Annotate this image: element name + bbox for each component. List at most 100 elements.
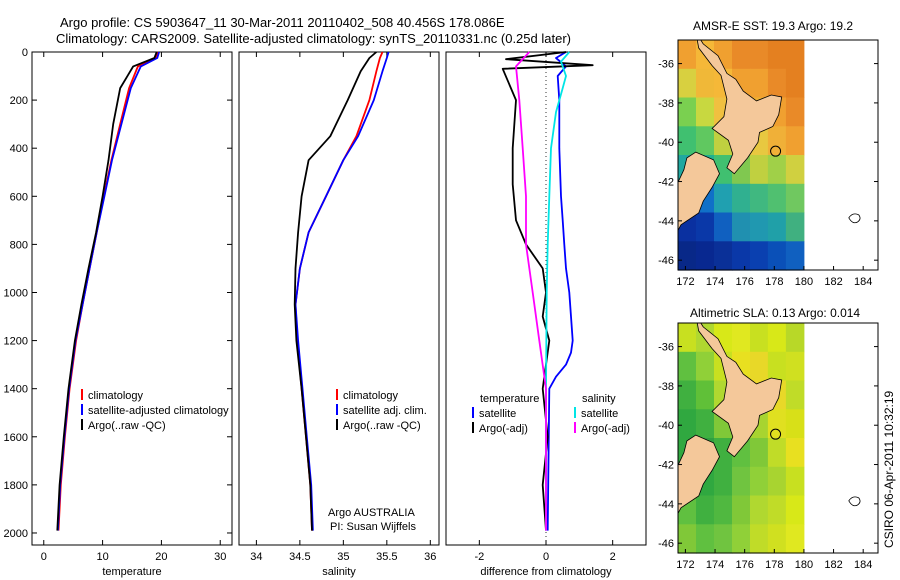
- map-frame: [677, 39, 879, 271]
- x-tick-label: 34.5: [289, 551, 310, 563]
- y-tick-label: 200: [10, 95, 28, 107]
- map-x-tick-label: 172: [676, 559, 694, 571]
- map-cell: [767, 126, 787, 156]
- map-cell: [767, 323, 787, 353]
- map-cell: [750, 495, 769, 525]
- map-cell: [732, 323, 751, 353]
- map-x-tick-label: 176: [735, 559, 753, 571]
- chatham-islands: [848, 213, 861, 224]
- series-line-3: [545, 51, 570, 531]
- map-cell: [714, 438, 733, 468]
- map-cell: [750, 183, 769, 214]
- map-x-tick-label: 178: [765, 559, 783, 571]
- x-tick-label: 10: [96, 551, 108, 563]
- argo-credit-1: Argo AUSTRALIA: [328, 507, 415, 519]
- south-island: [678, 434, 720, 515]
- series-line-1: [546, 51, 574, 531]
- profile-panel-3: -2 0 2 difference from climatology temperatu…: [445, 51, 647, 578]
- map-cell: [678, 409, 697, 439]
- map-x-tick-label: 174: [706, 276, 724, 288]
- map-cell: [678, 380, 697, 410]
- panel-frame: [31, 51, 233, 546]
- map-cell: [678, 323, 697, 353]
- x-tick-label: 0: [543, 551, 549, 563]
- map-cell: [785, 183, 805, 214]
- map-cell: [678, 241, 697, 271]
- map-cell: [714, 212, 733, 242]
- y-tick-label: 1200: [4, 336, 28, 348]
- map-cell: [714, 155, 733, 185]
- legend-label: climatology: [88, 390, 144, 402]
- series-line-2: [294, 51, 390, 531]
- map-cell: [732, 183, 751, 214]
- map-panel-2: 172 174 176 178 180 182 184 -36 -38 -40 -42 -44 -46: [658, 322, 879, 571]
- y-tick-label: 1400: [4, 384, 28, 396]
- map-cell: [785, 241, 805, 271]
- map-cell: [714, 524, 733, 554]
- map-cell: [785, 409, 805, 439]
- map-cell: [785, 438, 805, 468]
- map-y-tick-label: -40: [658, 420, 674, 432]
- map-cell: [714, 495, 733, 525]
- panel-frame: [238, 51, 440, 546]
- y-tick-label: 0: [22, 47, 28, 59]
- argo-credit-2: PI: Susan Wijffels: [330, 521, 416, 533]
- x-tick-label: 30: [214, 551, 226, 563]
- legend-label: Argo(..raw -QC): [88, 420, 166, 432]
- map-cell: [750, 323, 769, 353]
- legend-label: satellite: [581, 408, 618, 420]
- map-cell: [785, 466, 805, 497]
- title-line-2: Climatology: CARS2009. Satellite-adjuste…: [56, 31, 571, 46]
- x-tick-label: 2: [610, 551, 616, 563]
- map-y-tick-label: -44: [658, 499, 674, 511]
- map-cell: [750, 68, 769, 99]
- map-cell: [678, 126, 697, 156]
- map-cell: [785, 97, 805, 127]
- map-x-tick-label: 176: [735, 276, 753, 288]
- map-cell: [714, 466, 733, 497]
- y-tick-label: 400: [10, 143, 28, 155]
- legend-label: satellite-adjusted climatology: [88, 405, 229, 417]
- y-tick-label: 1000: [4, 287, 28, 299]
- map-cell: [732, 524, 751, 554]
- map-cell: [732, 466, 751, 497]
- map-cell: [767, 40, 787, 70]
- south-island: [678, 151, 720, 232]
- x-axis-label: difference from climatology: [480, 566, 612, 578]
- map-cell: [678, 40, 697, 70]
- map-cell: [767, 495, 787, 525]
- series-line-3: [56, 51, 158, 531]
- map-y-tick-label: -42: [658, 460, 674, 472]
- map-cell: [696, 495, 715, 525]
- map-cell: [750, 524, 769, 554]
- map-cell: [696, 126, 715, 156]
- profile-panel-1: 0 10 20 30 0 200 400 600 800 1000 1200 1400 1600 1800…: [4, 47, 233, 578]
- x-tick-label: 34: [250, 551, 262, 563]
- north-island: [696, 323, 783, 458]
- map-cell: [696, 409, 715, 439]
- y-tick-label: 600: [10, 191, 28, 203]
- map-cell: [785, 212, 805, 242]
- map-cell: [714, 241, 733, 271]
- y-tick-label: 2000: [4, 528, 28, 540]
- map-cell: [750, 241, 769, 271]
- map-x-tick-label: 180: [795, 559, 813, 571]
- map-cell: [767, 212, 787, 242]
- map-cell: [714, 183, 733, 214]
- map-panel-1: 172 174 176 178 180 182 184 -36 -38 -40 -42 -44 -46: [658, 39, 879, 288]
- map-cell: [785, 40, 805, 70]
- north-island: [696, 40, 783, 175]
- y-tick-label: 800: [10, 239, 28, 251]
- argo-float-marker: [770, 145, 782, 157]
- x-axis-label: salinity: [322, 566, 356, 578]
- map-y-tick-label: -40: [658, 137, 674, 149]
- x-tick-label: 20: [155, 551, 167, 563]
- map-cell: [696, 524, 715, 554]
- chatham-islands: [848, 496, 861, 507]
- map-cell: [750, 212, 769, 242]
- profile-panel-2: 34 34.5 35 35.5 36 salinity climatology satelli…: [238, 51, 440, 578]
- map-cell: [767, 183, 787, 214]
- map-x-tick-label: 182: [824, 559, 842, 571]
- map-cell: [750, 155, 769, 185]
- map-y-tick-label: -46: [658, 255, 674, 267]
